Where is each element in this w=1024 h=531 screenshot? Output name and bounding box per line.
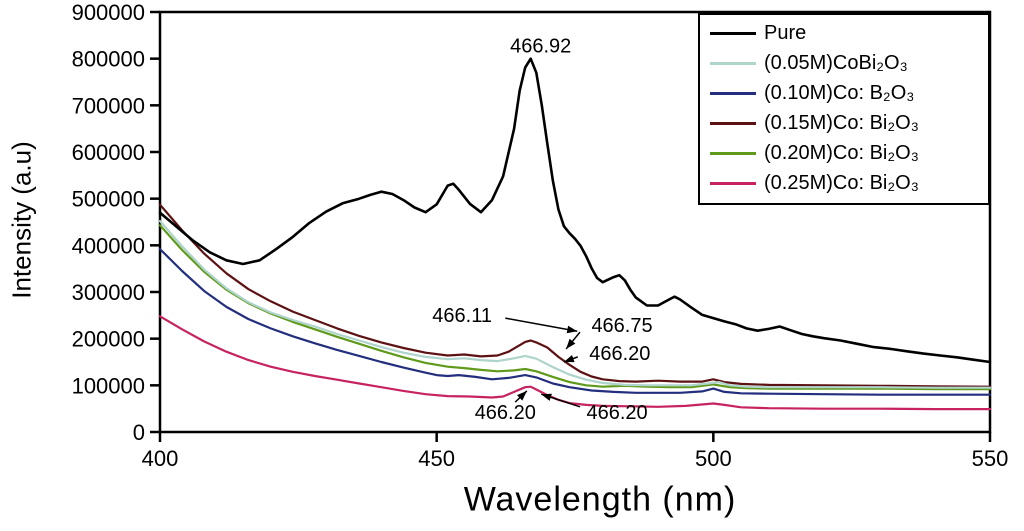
- x-axis-title: Wavelength (nm): [463, 480, 737, 519]
- annotation-text: 466.20: [586, 402, 647, 424]
- series-line-co-005: [158, 220, 992, 389]
- y-tick-label: 900000: [72, 0, 145, 25]
- legend-swatch: [710, 181, 756, 185]
- legend-swatch: [710, 31, 756, 35]
- legend-item-co-025: (0.25M)Co: Bi₂O₃: [710, 168, 978, 198]
- annotation-arrowhead: [566, 338, 576, 349]
- legend-item-co-015: (0.15M)Co: Bi₂O₃: [710, 108, 978, 138]
- y-tick-label: 500000: [72, 187, 145, 212]
- annotation-arrowhead: [563, 355, 575, 363]
- legend-label: (0.20M)Co: Bi₂O₃: [764, 141, 919, 164]
- series-line-co-015: [158, 203, 992, 388]
- y-axis-title: Intensity (a.u): [6, 141, 37, 299]
- y-tick-label: 600000: [72, 140, 145, 165]
- y-tick-label: 300000: [72, 280, 145, 305]
- legend-label: (0.25M)Co: Bi₂O₃: [764, 171, 919, 194]
- series-line-pure: [158, 57, 992, 364]
- legend-item-co-005: (0.05M)CoBi₂O₃: [710, 48, 978, 78]
- y-tick-label: 0: [133, 420, 145, 445]
- x-tick-label: 550: [972, 446, 1009, 471]
- legend-item-pure: Pure: [710, 18, 978, 48]
- legend-swatch: [710, 151, 756, 155]
- y-tick-label: 800000: [72, 47, 145, 72]
- annotation-text: 466.92: [510, 36, 571, 58]
- series-line-co-020: [158, 224, 992, 391]
- legend: Pure (0.05M)CoBi₂O₃ (0.10M)Co: B₂O₃ (0.1…: [698, 13, 990, 205]
- annotation-text: 466.75: [591, 315, 652, 337]
- legend-swatch: [710, 91, 756, 95]
- legend-label: (0.15M)Co: Bi₂O₃: [764, 111, 919, 134]
- annotation-text: 466.11: [432, 305, 492, 327]
- legend-swatch: [710, 61, 756, 65]
- legend-label: Pure: [764, 21, 807, 44]
- x-tick-label: 500: [695, 446, 732, 471]
- series-line-co-025: [158, 315, 992, 411]
- annotation-arrowhead: [517, 390, 527, 401]
- x-tick-label: 450: [418, 446, 455, 471]
- annotation-arrow: [505, 317, 578, 332]
- annotation-text: 466.20: [475, 402, 536, 424]
- y-tick-label: 100000: [72, 373, 145, 398]
- legend-item-co-010: (0.10M)Co: B₂O₃: [710, 78, 978, 108]
- legend-label: (0.05M)CoBi₂O₃: [764, 51, 908, 74]
- annotation-arrowhead: [541, 393, 552, 401]
- legend-label: (0.10M)Co: B₂O₃: [764, 81, 915, 104]
- legend-swatch: [710, 121, 756, 125]
- annotation-arrowhead: [566, 325, 578, 334]
- y-tick-label: 200000: [72, 327, 145, 352]
- y-tick-label: 400000: [72, 233, 145, 258]
- legend-item-co-020: (0.20M)Co: Bi₂O₃: [710, 138, 978, 168]
- series-line-co-010: [158, 248, 992, 396]
- x-tick-label: 400: [142, 446, 179, 471]
- annotation-text: 466.20: [589, 343, 650, 365]
- y-tick-label: 700000: [72, 93, 145, 118]
